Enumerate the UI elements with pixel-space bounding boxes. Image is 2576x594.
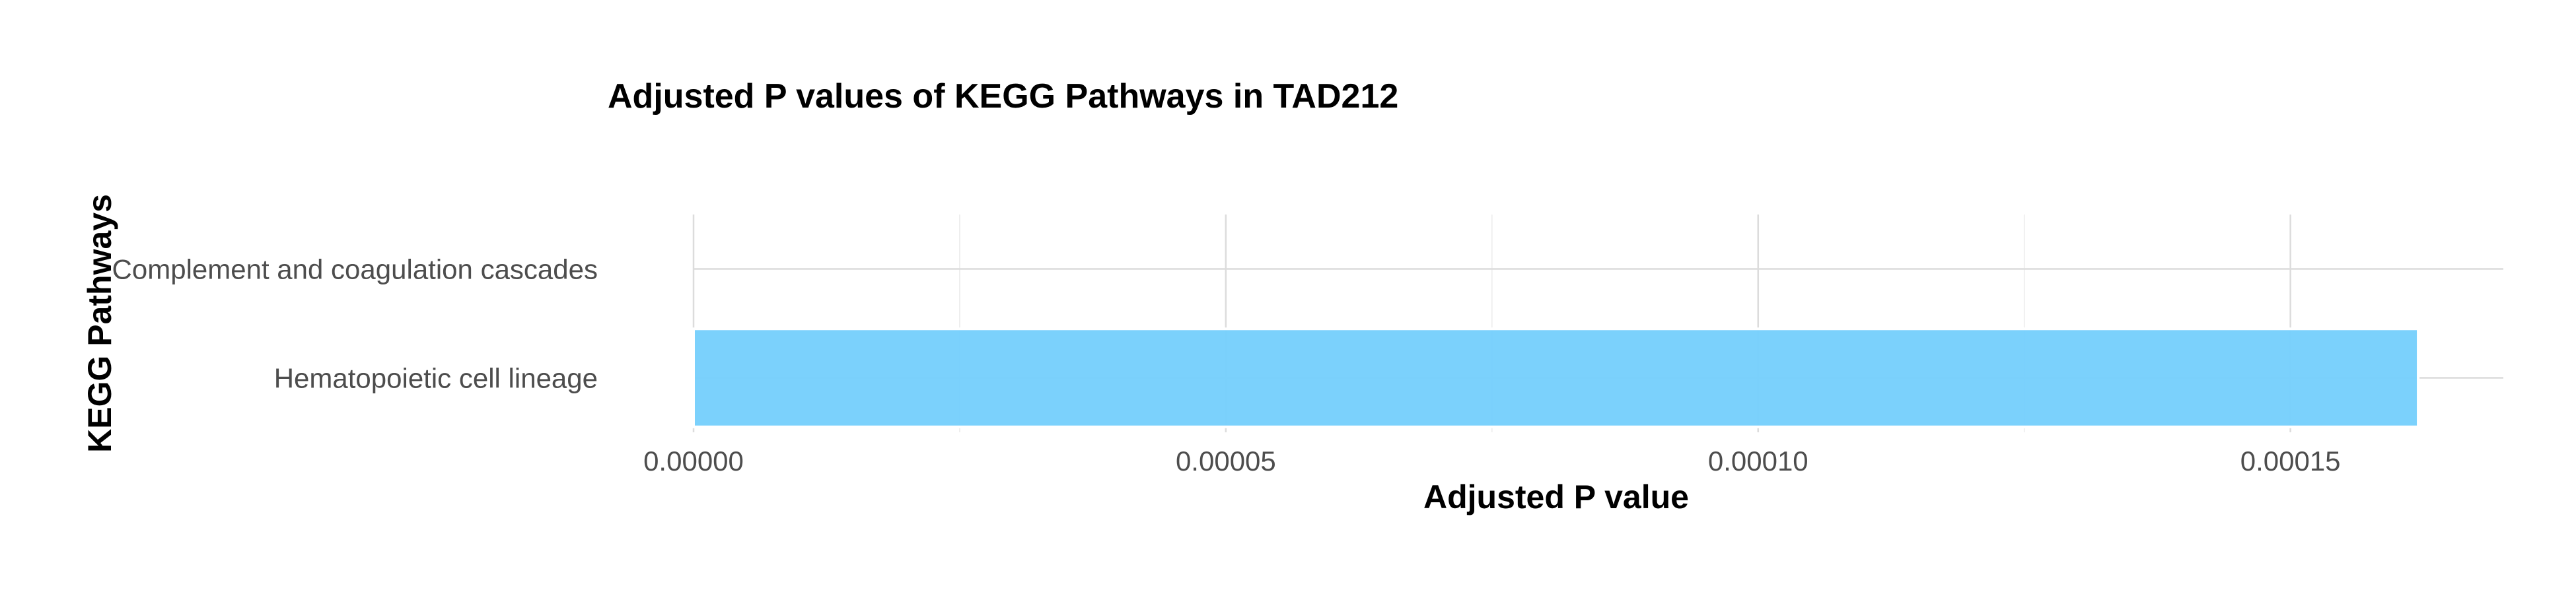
y-axis-title: KEGG Pathways <box>81 194 118 453</box>
bar-1 <box>692 327 2420 428</box>
bars <box>692 327 2420 428</box>
x-tick-label: 0.00000 <box>643 446 744 477</box>
x-axis-title: Adjusted P value <box>1423 478 1689 515</box>
x-tick-labels: 0.00000 0.00005 0.00010 0.00015 <box>643 446 2340 477</box>
y-tick-label: Hematopoietic cell lineage <box>274 363 598 394</box>
x-tick-label: 0.00005 <box>1176 446 1276 477</box>
y-tick-labels: Complement and coagulation cascades Hemat… <box>112 254 598 394</box>
chart-title: Adjusted P values of KEGG Pathways in TA… <box>608 77 1398 116</box>
x-tick-label: 0.00015 <box>2240 446 2341 477</box>
y-tick-label: Complement and coagulation cascades <box>112 254 598 285</box>
x-tick-label: 0.00010 <box>1708 446 1808 477</box>
